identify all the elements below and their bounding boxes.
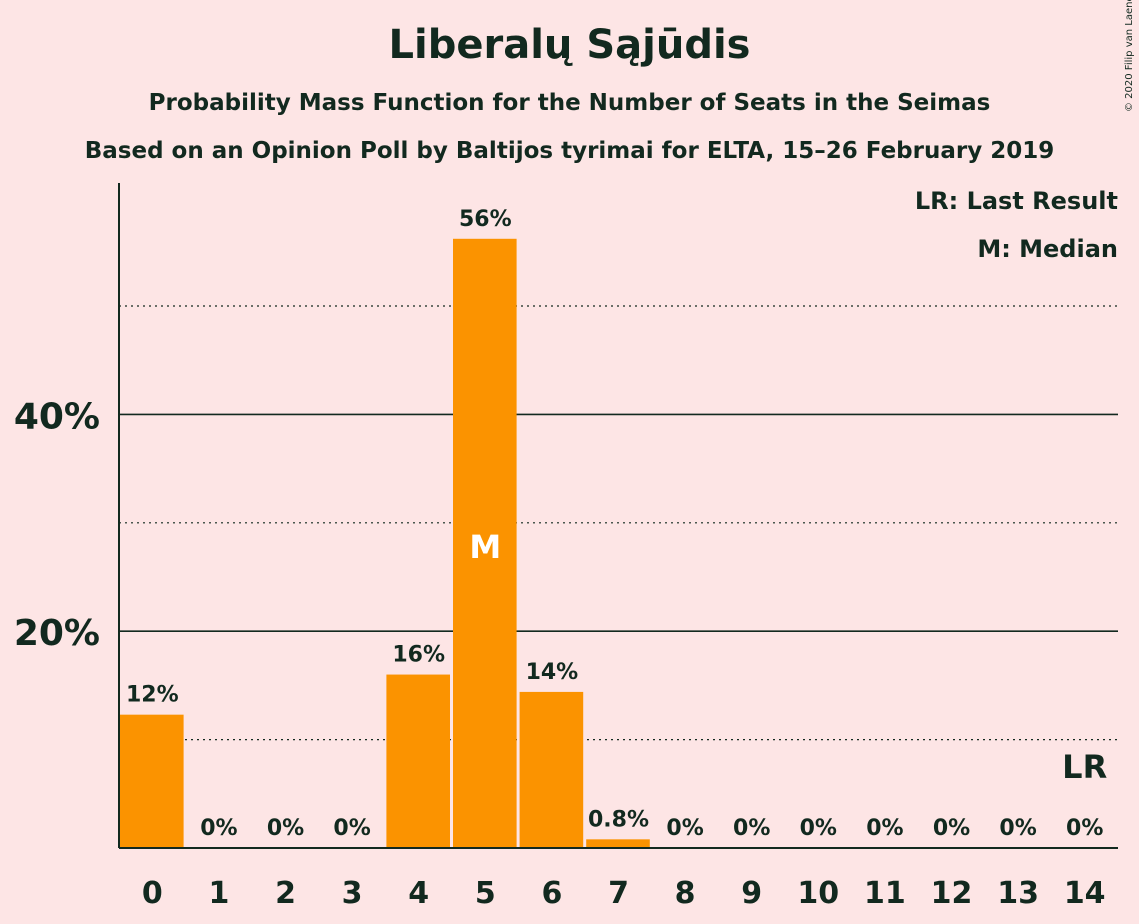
gridlines bbox=[119, 305, 1118, 741]
x-tick-label-11: 11 bbox=[864, 876, 906, 911]
chart-title: Liberalų Sąjūdis bbox=[388, 22, 751, 68]
y-tick-label: 20% bbox=[14, 613, 100, 654]
x-tick-label-0: 0 bbox=[142, 876, 163, 911]
x-tick-label-4: 4 bbox=[408, 876, 429, 911]
legend-last-result: LR: Last Result bbox=[915, 187, 1118, 215]
value-label-14: 0% bbox=[1066, 816, 1103, 841]
x-tick-label-8: 8 bbox=[675, 876, 696, 911]
value-label-3: 0% bbox=[333, 816, 370, 841]
x-tick-label-12: 12 bbox=[931, 876, 973, 911]
x-tick-label-13: 13 bbox=[997, 876, 1039, 911]
value-label-7: 0.8% bbox=[588, 807, 649, 832]
bar-4 bbox=[386, 674, 450, 848]
value-label-6: 14% bbox=[526, 660, 579, 685]
x-tick-label-6: 6 bbox=[541, 876, 562, 911]
legend-median: M: Median bbox=[977, 235, 1118, 263]
value-label-13: 0% bbox=[999, 816, 1036, 841]
bar-0 bbox=[120, 714, 184, 848]
x-tick-label-7: 7 bbox=[608, 876, 629, 911]
x-tick-label-2: 2 bbox=[275, 876, 296, 911]
bars bbox=[120, 238, 650, 849]
last-result-marker: LR bbox=[1062, 748, 1107, 786]
bar-7 bbox=[586, 839, 650, 848]
chart-subtitle: Probability Mass Function for the Number… bbox=[148, 90, 991, 116]
value-label-9: 0% bbox=[733, 816, 770, 841]
value-label-10: 0% bbox=[800, 816, 837, 841]
value-label-5: 56% bbox=[459, 207, 512, 232]
chart-source-line: Based on an Opinion Poll by Baltijos tyr… bbox=[84, 138, 1055, 164]
x-tick-label-9: 9 bbox=[741, 876, 762, 911]
value-label-12: 0% bbox=[933, 816, 970, 841]
median-marker: M bbox=[469, 528, 501, 566]
value-label-1: 0% bbox=[200, 816, 237, 841]
value-label-2: 0% bbox=[267, 816, 304, 841]
labels: 20%40%12%00%10%20%316%456%5M14%60.8%70%8… bbox=[14, 207, 1107, 911]
value-label-4: 16% bbox=[392, 643, 445, 668]
bar-6 bbox=[519, 691, 584, 848]
axes bbox=[118, 183, 1118, 849]
bar-5 bbox=[453, 238, 517, 849]
x-tick-label-10: 10 bbox=[797, 876, 839, 911]
y-tick-label: 40% bbox=[14, 396, 100, 437]
x-tick-label-5: 5 bbox=[475, 876, 496, 911]
value-label-8: 0% bbox=[666, 816, 703, 841]
value-label-0: 12% bbox=[126, 683, 179, 708]
x-tick-label-14: 14 bbox=[1064, 876, 1106, 911]
x-tick-label-3: 3 bbox=[342, 876, 363, 911]
x-tick-label-1: 1 bbox=[208, 876, 229, 911]
value-label-11: 0% bbox=[866, 816, 903, 841]
